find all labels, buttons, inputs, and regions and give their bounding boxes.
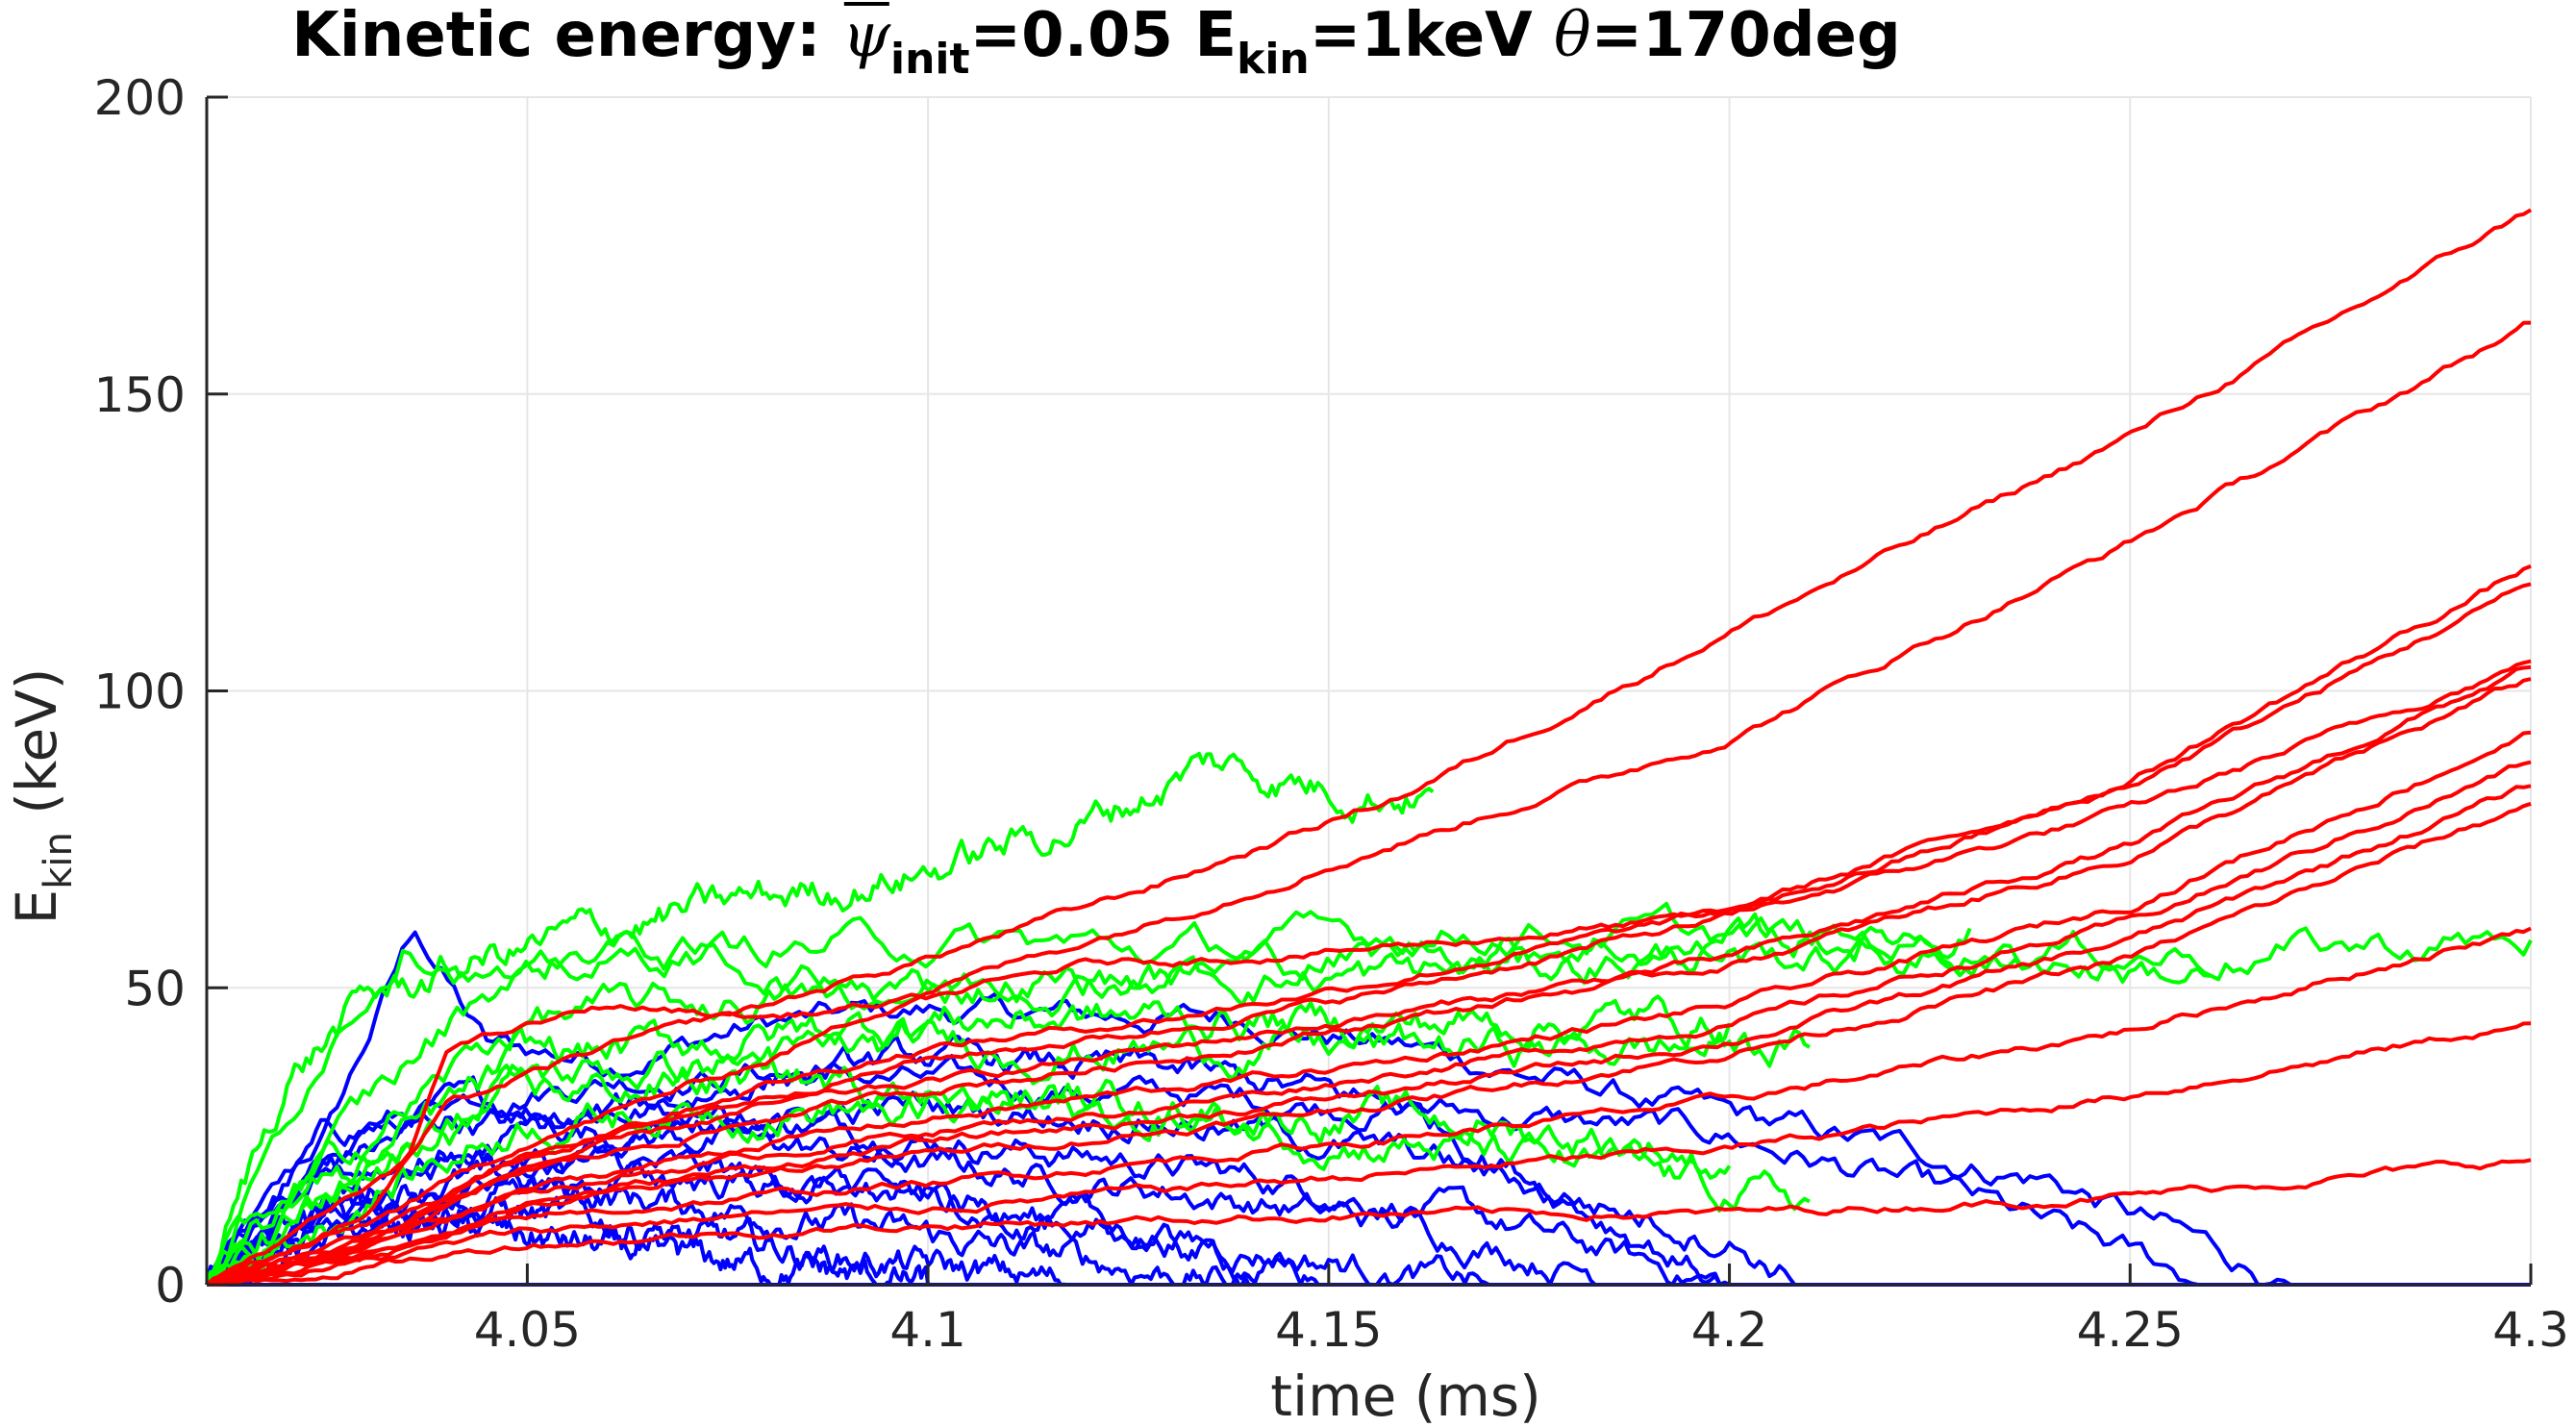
y-tick-label: 50 xyxy=(124,961,186,1016)
y-axis-label: Ekin (keV) xyxy=(4,668,81,925)
title-psi-subscript: init xyxy=(890,35,970,84)
series-red-10 xyxy=(206,801,2532,1287)
y-tick-label: 0 xyxy=(155,1258,186,1314)
series-red-2 xyxy=(206,320,2532,1287)
title-psi-symbol: ψ xyxy=(842,0,891,71)
y-tick-label: 200 xyxy=(94,70,186,126)
x-tick-label: 4.25 xyxy=(2077,1302,2184,1358)
title-psi-value: =0.05 E xyxy=(970,0,1238,71)
title-prefix: Kinetic energy: xyxy=(291,0,842,71)
series-blue-11 xyxy=(205,1158,1329,1287)
series-green-8 xyxy=(205,1045,1732,1287)
series-red-8 xyxy=(207,760,2532,1287)
series-blue-3 xyxy=(205,1075,1731,1287)
series-green-7 xyxy=(205,1081,1811,1287)
series-red-14 xyxy=(205,659,2532,1287)
series-green-2 xyxy=(206,901,2533,1287)
series-green-1 xyxy=(205,751,1435,1286)
x-tick-label: 4.15 xyxy=(1275,1302,1382,1358)
x-tick-label: 4.1 xyxy=(889,1302,966,1358)
series-red-6 xyxy=(205,677,2532,1287)
series-red-13 xyxy=(206,1158,2532,1287)
series-red-5 xyxy=(206,664,2532,1287)
x-tick-label: 4.05 xyxy=(474,1302,581,1358)
x-tick-label: 4.3 xyxy=(2492,1302,2569,1358)
x-tick-label: 4.2 xyxy=(1691,1302,1768,1358)
y-tick-label: 150 xyxy=(94,367,186,423)
y-tick-label: 100 xyxy=(94,664,186,720)
title-ekin-subscript: kin xyxy=(1237,35,1310,84)
y-label-unit: (keV) xyxy=(4,668,69,833)
series-layer xyxy=(205,208,2533,1287)
series-red-12 xyxy=(206,1021,2532,1287)
series-red-11 xyxy=(207,926,2532,1287)
y-label-sub: kin xyxy=(37,832,81,889)
tick-labels: 4.05 4.1 4.15 4.2 4.25 4.3 0 50 100 150 200 xyxy=(94,70,2569,1358)
series-red-9 xyxy=(206,784,2532,1287)
title-theta-symbol: θ xyxy=(1554,0,1591,71)
axes xyxy=(205,95,2533,1287)
title-theta-value: =170deg xyxy=(1591,0,1901,71)
chart-title: Kinetic energy: ψinit=0.05 Ekin=1keV θ=1… xyxy=(291,0,1901,84)
x-axis-label: time (ms) xyxy=(1270,1364,1540,1427)
series-blue-1 xyxy=(205,930,2292,1287)
series-green-3 xyxy=(205,929,2211,1286)
series-green-4 xyxy=(205,912,1972,1286)
y-label-main: E xyxy=(4,889,69,925)
series-red-4 xyxy=(207,582,2532,1287)
series-red-1 xyxy=(206,208,2533,1287)
title-ekin-value: =1keV xyxy=(1310,0,1554,71)
series-green-5 xyxy=(205,994,1732,1287)
series-blue-6 xyxy=(205,1152,1251,1287)
series-red-7 xyxy=(206,730,2532,1287)
